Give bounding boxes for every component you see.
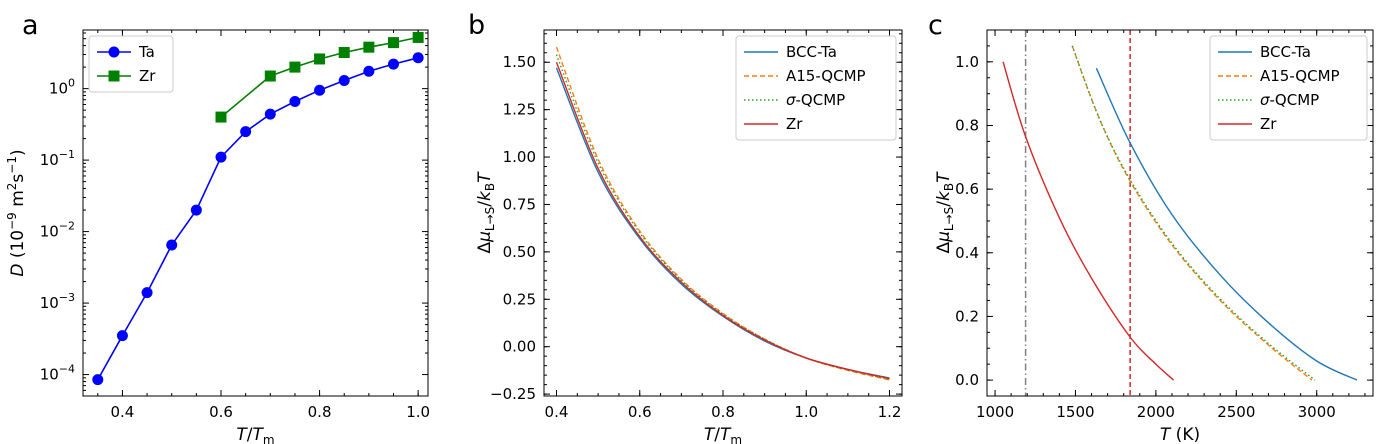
series-line-Zr (1002, 61, 1175, 381)
x-tick-label: 0.8 (308, 403, 332, 421)
y-axis-label: ΔμL→S/kBT (475, 171, 497, 254)
data-point-Ta (190, 204, 202, 216)
data-point-Zr (388, 37, 399, 49)
x-tick-label: 1.0 (406, 403, 430, 421)
legend-marker (108, 70, 120, 82)
data-point-Ta (289, 96, 301, 108)
data-point-Ta (166, 239, 178, 251)
data-point-Ta (363, 65, 375, 77)
x-tick-label: 0.4 (110, 403, 134, 421)
plot-frame (543, 29, 903, 397)
y-axis-label: ΔμL→S/kBT (934, 171, 956, 254)
legend-label-BCC-Ta: BCC-Ta (1260, 43, 1311, 61)
y-tick-label: 0.00 (503, 338, 536, 356)
legend-label-Ta: Ta (138, 43, 155, 61)
y-tick-label: 10−3 (40, 291, 75, 312)
y-tick-label: 0.6 (955, 180, 979, 198)
y-tick-label: 1.0 (955, 53, 979, 71)
y-tick-label: 0.8 (955, 116, 979, 134)
data-point-Zr (363, 41, 375, 53)
data-point-Ta (314, 84, 326, 96)
series-group (1002, 45, 1358, 381)
plot-frame (986, 29, 1374, 397)
data-point-Ta (412, 52, 424, 64)
x-axis-label: T/Tm (236, 425, 274, 444)
x-tick-label: 2000 (1137, 403, 1175, 421)
series-line-Ta (97, 57, 419, 380)
legend-box (1209, 35, 1368, 141)
series-line-Zr (555, 61, 890, 380)
data-point-Zr (264, 70, 276, 82)
x-tick-label: 0.4 (545, 403, 569, 421)
y-tick-label: 10−4 (40, 363, 75, 384)
legend-box (88, 35, 174, 93)
x-tick-label: 1.2 (878, 403, 902, 421)
data-point-Zr (289, 61, 301, 73)
x-tick-label: 1000 (976, 403, 1014, 421)
y-axis-label: D (10−9 m2s−1) (5, 149, 28, 276)
data-point-Zr (314, 53, 326, 65)
data-point-Ta (240, 126, 252, 138)
legend-label-Zr: Zr (1260, 115, 1277, 133)
legend-label-σ-QCMP: σ-QCMP (786, 91, 845, 109)
x-axis-label: T/Tm (704, 425, 742, 444)
data-point-Zr (338, 47, 350, 59)
y-tick-label: 0.4 (955, 244, 979, 262)
legend-label-A15-QCMP: A15-QCMP (786, 67, 866, 85)
x-tick-label: 1.0 (794, 403, 818, 421)
x-tick-label: 0.8 (711, 403, 735, 421)
data-point-Ta (338, 74, 350, 86)
y-tick-label: 0.50 (503, 243, 536, 261)
x-tick-label: 0.6 (209, 403, 233, 421)
y-tick-label: 1.50 (503, 53, 536, 71)
series-line-Zr (220, 36, 419, 118)
y-tick-label: 0.25 (503, 290, 536, 308)
data-point-Ta (264, 108, 276, 120)
series-line-BCC-Ta (1095, 67, 1358, 381)
y-tick-label: 100 (49, 77, 75, 98)
series-line-A15-QCMP (1071, 45, 1313, 381)
legend-marker (108, 46, 120, 58)
data-point-Ta (215, 151, 227, 163)
legend-label-A15-QCMP: A15-QCMP (1260, 67, 1340, 85)
panel-letter: b (468, 10, 485, 41)
data-point-Ta (141, 287, 153, 299)
legend-label-BCC-Ta: BCC-Ta (786, 43, 837, 61)
data-point-Ta (92, 374, 104, 386)
data-point-Zr (215, 111, 227, 123)
y-tick-label: 1.00 (503, 148, 536, 166)
x-tick-label: 1500 (1056, 403, 1094, 421)
legend-label-σ-QCMP: σ-QCMP (1260, 91, 1319, 109)
y-tick-label: 0.2 (955, 307, 979, 325)
panel-c: c 1000 1500 2000 2500 3000 0.0 0.2 0.4 0.6 0.8 1.0 T… (928, 10, 1374, 444)
y-tick-label: −0.25 (490, 385, 536, 403)
panel-letter: a (22, 10, 39, 41)
data-point-Ta (388, 58, 399, 70)
x-tick-label: 0.6 (628, 403, 652, 421)
y-tick-label: 10−1 (40, 148, 75, 169)
data-point-Zr (412, 31, 424, 43)
panel-letter: c (928, 10, 943, 41)
y-tick-label: 0.0 (955, 371, 979, 389)
x-axis-label: T (K) (1160, 425, 1200, 444)
legend-label-Zr: Zr (786, 115, 803, 133)
data-point-Ta (116, 330, 128, 342)
x-tick-label: 3000 (1298, 403, 1336, 421)
x-tick-label: 2500 (1217, 403, 1255, 421)
legend-box (735, 35, 897, 141)
series-group (92, 31, 424, 386)
y-tick-label: 10−2 (40, 220, 75, 241)
panel-a: a 0.4 0.6 0.8 1.0 10−4 10−3 10−2 10−1 100 T/Tm D (1… (5, 10, 430, 444)
plot-frame (82, 29, 429, 397)
panel-b: b 0.4 0.6 0.8 1.0 1.2 −0.25 0.00 0.25 0.50 0.75 1.0… (468, 10, 903, 444)
series-line-σ-QCMP (555, 54, 890, 380)
series-group (555, 46, 890, 381)
y-tick-label: 1.25 (503, 101, 536, 119)
legend-label-Zr: Zr (139, 67, 156, 85)
y-tick-label: 0.75 (503, 195, 536, 213)
